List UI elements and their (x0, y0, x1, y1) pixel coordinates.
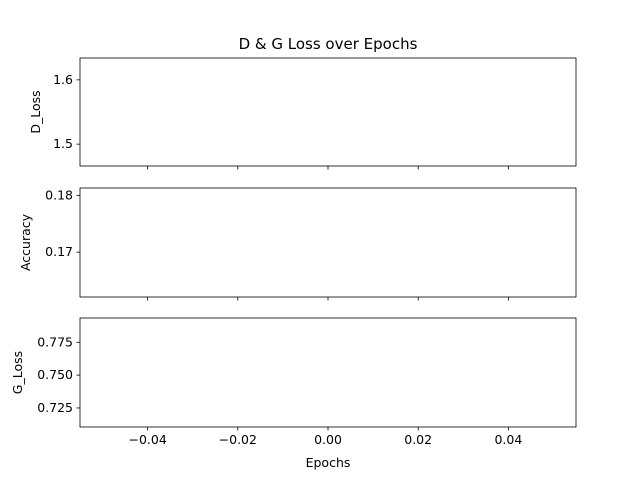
x-tick-label-2: −0.02 (219, 432, 257, 447)
y-axis-label-1: D_Loss (28, 90, 43, 133)
y-tick-label-2-2: 0.18 (45, 187, 73, 202)
y-tick-label-1-2: 1.6 (53, 72, 73, 87)
y-tick-label-2-1: 0.17 (45, 244, 73, 259)
y-tick-label-3-3: 0.775 (37, 334, 73, 349)
y-axis-label-3: G_Loss (10, 351, 25, 394)
x-tick-label-4: 0.02 (404, 432, 432, 447)
y-tick-label-3-2: 0.750 (37, 367, 73, 382)
x-axis-label: Epochs (306, 455, 351, 470)
y-axis-label-2: Accuracy (18, 213, 33, 271)
y-tick-label-1-1: 1.5 (53, 136, 73, 151)
x-tick-label-1: −0.04 (128, 432, 166, 447)
chart-title: D & G Loss over Epochs (239, 35, 418, 53)
x-tick-label-3: 0.00 (314, 432, 342, 447)
y-tick-label-3-1: 0.725 (37, 400, 73, 415)
x-tick-label-5: 0.04 (494, 432, 522, 447)
